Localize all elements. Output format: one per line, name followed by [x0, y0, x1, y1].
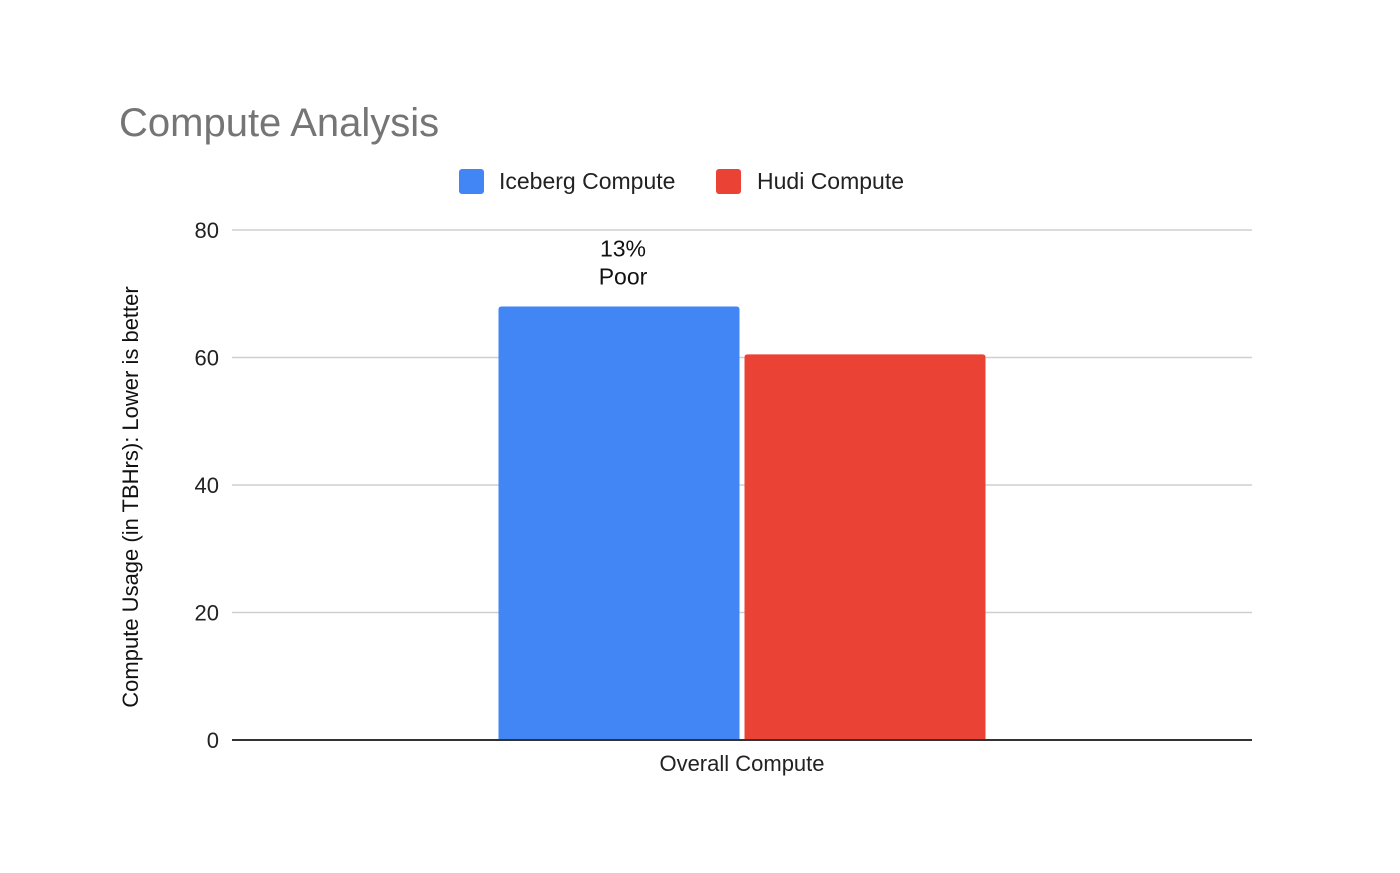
bars — [498, 306, 986, 740]
y-axis-title: Compute Usage (in TBHrs): Lower is bette… — [118, 286, 143, 707]
bar-hudi-compute — [744, 354, 986, 740]
bar-annotation: 13%Poor — [599, 236, 648, 290]
x-axis-ticks: Overall Compute — [659, 751, 824, 776]
data-label: 13% — [600, 236, 646, 262]
y-tick-label: 20 — [195, 601, 219, 626]
legend-label-iceberg: Iceberg Compute — [499, 168, 675, 194]
bar-iceberg-compute — [498, 306, 740, 740]
legend-label-hudi: Hudi Compute — [757, 168, 904, 194]
data-label: Poor — [599, 264, 648, 290]
y-axis-ticks: 0 20 40 60 80 — [195, 218, 219, 753]
legend-swatch-hudi — [716, 169, 741, 194]
y-tick-label: 60 — [195, 346, 219, 371]
y-tick-label: 0 — [207, 728, 219, 753]
legend: Iceberg Compute Hudi Compute — [459, 168, 904, 194]
y-tick-label: 80 — [195, 218, 219, 243]
x-tick-label: Overall Compute — [659, 751, 824, 776]
chart-title: Compute Analysis — [119, 101, 439, 145]
y-tick-label: 40 — [195, 473, 219, 498]
legend-swatch-iceberg — [459, 169, 484, 194]
gridlines — [232, 229, 1252, 614]
